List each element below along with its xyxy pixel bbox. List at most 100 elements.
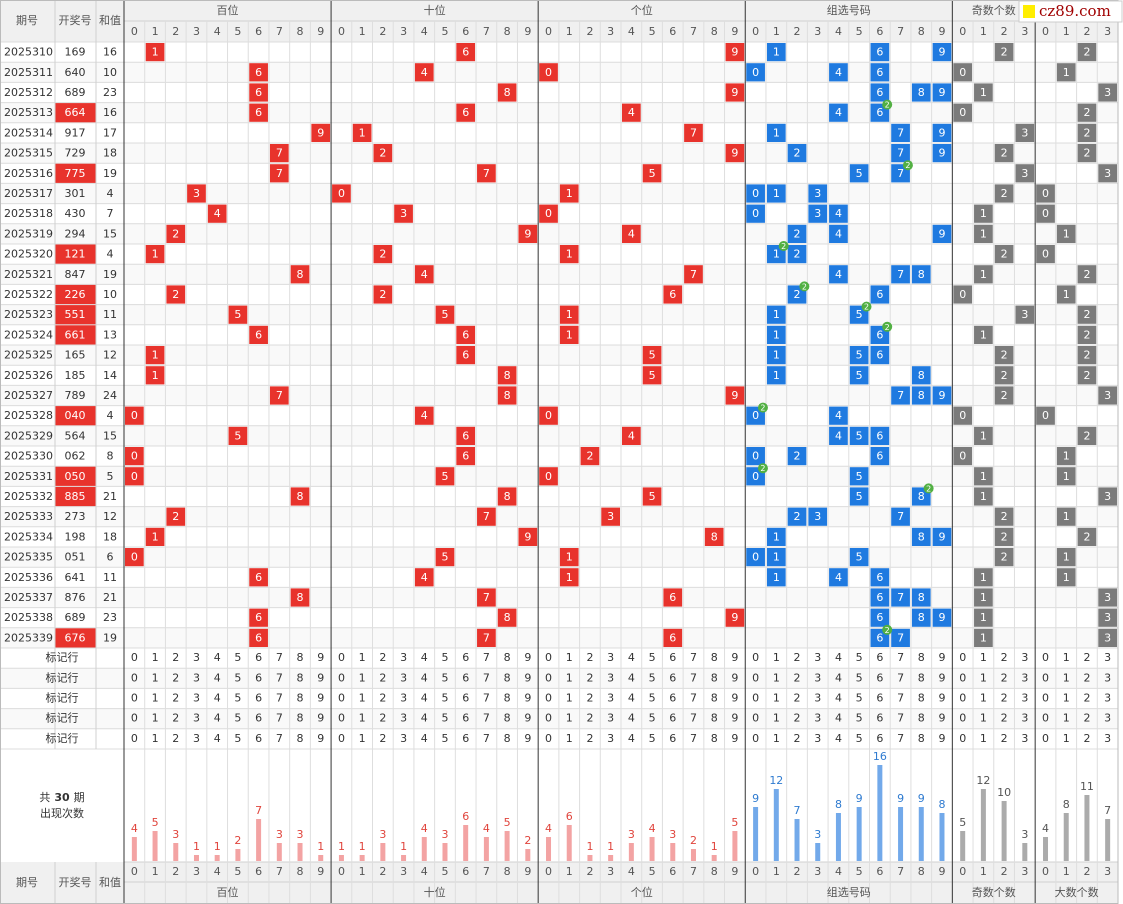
mark-row-digit[interactable]: 0 [1042,732,1049,745]
mark-row-digit[interactable]: 1 [773,671,780,684]
mark-row-digit[interactable]: 3 [814,651,821,664]
mark-row-digit[interactable]: 0 [545,692,552,705]
mark-row-digit[interactable]: 2 [586,692,593,705]
mark-row-digit[interactable]: 4 [421,712,428,725]
mark-row-digit[interactable]: 0 [752,712,759,725]
mark-row-digit[interactable]: 6 [669,671,676,684]
mark-row-digit[interactable]: 1 [1063,712,1070,725]
mark-row-digit[interactable]: 0 [752,651,759,664]
mark-row-digit[interactable]: 4 [214,732,221,745]
mark-row-digit[interactable]: 8 [918,651,925,664]
mark-row-digit[interactable]: 2 [1001,712,1008,725]
mark-row-digit[interactable]: 3 [1104,692,1111,705]
mark-row-digit[interactable]: 9 [524,671,531,684]
mark-row-digit[interactable]: 2 [1083,692,1090,705]
mark-row-digit[interactable]: 0 [545,712,552,725]
mark-row-digit[interactable]: 9 [317,712,324,725]
mark-row-digit[interactable]: 4 [835,671,842,684]
mark-row-digit[interactable]: 8 [297,712,304,725]
mark-row-digit[interactable]: 8 [297,651,304,664]
mark-row-digit[interactable]: 8 [711,732,718,745]
mark-row-digit[interactable]: 9 [524,712,531,725]
mark-row-digit[interactable]: 0 [1042,692,1049,705]
mark-row-digit[interactable]: 4 [628,671,635,684]
mark-row-digit[interactable]: 1 [980,712,987,725]
mark-row-digit[interactable]: 8 [711,671,718,684]
mark-row-digit[interactable]: 2 [586,651,593,664]
mark-row-digit[interactable]: 4 [214,651,221,664]
mark-row-digit[interactable]: 3 [400,651,407,664]
mark-row-digit[interactable]: 4 [628,712,635,725]
mark-row-digit[interactable]: 4 [835,732,842,745]
mark-row-digit[interactable]: 1 [359,651,366,664]
mark-row-digit[interactable]: 9 [731,651,738,664]
mark-row-digit[interactable]: 0 [752,671,759,684]
mark-row-digit[interactable]: 2 [172,671,179,684]
mark-row-digit[interactable]: 4 [835,712,842,725]
mark-row-digit[interactable]: 2 [794,732,801,745]
mark-row-digit[interactable]: 6 [462,651,469,664]
mark-row-digit[interactable]: 1 [773,651,780,664]
mark-row-digit[interactable]: 7 [483,712,490,725]
mark-row-digit[interactable]: 1 [980,692,987,705]
mark-row-digit[interactable]: 3 [814,692,821,705]
mark-row-digit[interactable]: 0 [131,671,138,684]
mark-row-digit[interactable]: 0 [131,712,138,725]
mark-row-digit[interactable]: 9 [938,671,945,684]
mark-row-digit[interactable]: 8 [504,671,511,684]
mark-row-digit[interactable]: 3 [1021,692,1028,705]
mark-row-digit[interactable]: 5 [234,732,241,745]
mark-row-digit[interactable]: 5 [649,692,656,705]
mark-row-digit[interactable]: 7 [897,692,904,705]
mark-row-digit[interactable]: 3 [400,671,407,684]
mark-row-digit[interactable]: 8 [918,712,925,725]
mark-row-digit[interactable]: 8 [918,692,925,705]
mark-row-digit[interactable]: 9 [731,712,738,725]
mark-row-digit[interactable]: 7 [483,692,490,705]
mark-row-digit[interactable]: 7 [690,671,697,684]
mark-row-digit[interactable]: 2 [1001,651,1008,664]
mark-row-digit[interactable]: 3 [607,671,614,684]
mark-row-digit[interactable]: 7 [483,651,490,664]
mark-row-digit[interactable]: 0 [959,712,966,725]
mark-row-digit[interactable]: 8 [504,692,511,705]
mark-row-digit[interactable]: 9 [524,692,531,705]
mark-row-digit[interactable]: 0 [959,732,966,745]
mark-row-digit[interactable]: 2 [586,732,593,745]
mark-row-digit[interactable]: 5 [649,712,656,725]
mark-row-digit[interactable]: 4 [835,651,842,664]
mark-row-digit[interactable]: 8 [711,692,718,705]
mark-row-digit[interactable]: 0 [338,692,345,705]
mark-row-digit[interactable]: 1 [773,692,780,705]
mark-row-digit[interactable]: 1 [359,712,366,725]
mark-row-digit[interactable]: 8 [918,732,925,745]
mark-row-digit[interactable]: 3 [814,732,821,745]
mark-row-digit[interactable]: 3 [1021,671,1028,684]
mark-row-digit[interactable]: 3 [400,732,407,745]
mark-row-digit[interactable]: 5 [234,692,241,705]
mark-row-digit[interactable]: 2 [1001,671,1008,684]
mark-row-digit[interactable]: 1 [152,692,159,705]
mark-row-digit[interactable]: 9 [317,692,324,705]
mark-row-digit[interactable]: 1 [1063,732,1070,745]
mark-row-digit[interactable]: 2 [1001,732,1008,745]
mark-row-digit[interactable]: 6 [669,732,676,745]
mark-row-digit[interactable]: 4 [628,732,635,745]
mark-row-digit[interactable]: 2 [379,692,386,705]
mark-row-digit[interactable]: 8 [711,712,718,725]
mark-row-digit[interactable]: 5 [856,692,863,705]
mark-row-digit[interactable]: 5 [441,651,448,664]
mark-row-digit[interactable]: 0 [545,651,552,664]
mark-row-digit[interactable]: 1 [1063,651,1070,664]
mark-row-digit[interactable]: 7 [276,732,283,745]
mark-row-digit[interactable]: 5 [234,712,241,725]
mark-row-digit[interactable]: 0 [545,671,552,684]
mark-row-digit[interactable]: 6 [462,692,469,705]
mark-row-digit[interactable]: 3 [814,712,821,725]
mark-row-digit[interactable]: 9 [938,651,945,664]
mark-row-digit[interactable]: 0 [131,732,138,745]
mark-row-digit[interactable]: 3 [607,712,614,725]
mark-row-digit[interactable]: 7 [897,712,904,725]
mark-row-digit[interactable]: 0 [959,651,966,664]
mark-row-digit[interactable]: 7 [276,712,283,725]
